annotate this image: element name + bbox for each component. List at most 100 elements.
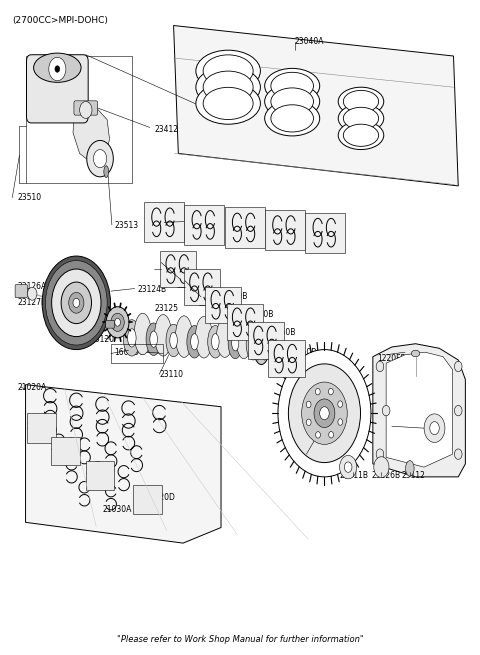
Ellipse shape — [264, 84, 320, 119]
Bar — [25, 56, 132, 183]
Ellipse shape — [338, 121, 384, 149]
Text: 23126A: 23126A — [17, 282, 46, 291]
Circle shape — [115, 318, 120, 326]
FancyBboxPatch shape — [305, 213, 345, 253]
Text: 23410A: 23410A — [207, 103, 236, 113]
Circle shape — [52, 269, 101, 337]
Ellipse shape — [338, 104, 384, 133]
Text: 23513: 23513 — [114, 221, 138, 230]
Ellipse shape — [146, 323, 161, 356]
Circle shape — [55, 66, 60, 72]
Circle shape — [314, 399, 335, 428]
FancyBboxPatch shape — [26, 55, 88, 123]
Circle shape — [301, 382, 347, 444]
Circle shape — [288, 364, 360, 462]
Text: 39190A: 39190A — [306, 449, 336, 458]
Circle shape — [106, 307, 129, 338]
Circle shape — [316, 432, 321, 438]
Text: 1431CA: 1431CA — [86, 320, 116, 329]
FancyBboxPatch shape — [144, 202, 184, 242]
Text: 23060B: 23060B — [188, 274, 217, 284]
Ellipse shape — [264, 68, 320, 103]
Ellipse shape — [128, 329, 136, 347]
Ellipse shape — [34, 53, 81, 83]
Text: 23311B: 23311B — [392, 422, 421, 431]
FancyBboxPatch shape — [133, 485, 162, 514]
Ellipse shape — [228, 328, 242, 359]
Ellipse shape — [123, 320, 140, 356]
Circle shape — [27, 288, 37, 300]
Ellipse shape — [208, 326, 223, 358]
Polygon shape — [174, 26, 458, 186]
Circle shape — [42, 256, 110, 350]
Text: 23127B: 23127B — [17, 298, 46, 307]
Ellipse shape — [203, 71, 253, 103]
Text: 23060B: 23060B — [266, 328, 296, 337]
Text: 23124B: 23124B — [138, 286, 167, 294]
FancyBboxPatch shape — [248, 322, 284, 359]
FancyBboxPatch shape — [106, 320, 114, 328]
FancyBboxPatch shape — [51, 437, 80, 465]
Ellipse shape — [343, 124, 379, 146]
FancyBboxPatch shape — [160, 251, 196, 288]
Polygon shape — [73, 107, 109, 164]
Ellipse shape — [271, 72, 313, 100]
Text: 1601DG: 1601DG — [114, 348, 145, 357]
Ellipse shape — [104, 166, 108, 178]
Text: 21020D: 21020D — [145, 493, 175, 502]
Text: 23211B: 23211B — [340, 471, 369, 480]
Circle shape — [455, 362, 462, 371]
Ellipse shape — [253, 327, 270, 365]
Circle shape — [455, 449, 462, 459]
Ellipse shape — [338, 87, 384, 116]
Circle shape — [376, 362, 384, 371]
Circle shape — [328, 388, 333, 395]
FancyBboxPatch shape — [15, 285, 27, 297]
Circle shape — [424, 414, 445, 442]
Text: 23226B: 23226B — [372, 471, 401, 480]
Ellipse shape — [264, 101, 320, 136]
FancyBboxPatch shape — [205, 287, 241, 323]
Circle shape — [263, 356, 266, 360]
Text: 21020D: 21020D — [86, 467, 116, 476]
Ellipse shape — [216, 318, 233, 358]
FancyBboxPatch shape — [126, 331, 261, 352]
Text: "Please refer to Work Shop Manual for further information": "Please refer to Work Shop Manual for fu… — [117, 635, 363, 645]
Circle shape — [111, 313, 124, 331]
Ellipse shape — [203, 87, 253, 120]
Ellipse shape — [191, 333, 198, 350]
Circle shape — [344, 462, 352, 472]
Text: 21020D: 21020D — [26, 422, 56, 431]
FancyBboxPatch shape — [184, 205, 224, 245]
Circle shape — [278, 350, 371, 477]
Ellipse shape — [411, 350, 420, 357]
Circle shape — [338, 401, 343, 407]
Text: 23060B: 23060B — [288, 348, 317, 357]
Circle shape — [49, 58, 66, 81]
Circle shape — [315, 388, 320, 395]
Circle shape — [374, 457, 389, 477]
Text: (2700CC>MPI-DOHC): (2700CC>MPI-DOHC) — [12, 16, 108, 25]
FancyBboxPatch shape — [184, 269, 220, 305]
Ellipse shape — [271, 105, 313, 132]
Polygon shape — [373, 344, 466, 477]
Circle shape — [376, 449, 384, 459]
Circle shape — [253, 344, 256, 348]
Circle shape — [430, 422, 439, 435]
Text: 1220FR: 1220FR — [378, 354, 407, 363]
Ellipse shape — [212, 333, 219, 350]
Circle shape — [266, 344, 269, 348]
Circle shape — [455, 405, 462, 416]
Ellipse shape — [203, 55, 253, 87]
FancyBboxPatch shape — [225, 208, 264, 248]
Text: 23112: 23112 — [401, 471, 425, 480]
Ellipse shape — [196, 50, 261, 92]
Ellipse shape — [150, 331, 157, 347]
Text: 23060A: 23060A — [188, 219, 217, 228]
Ellipse shape — [170, 332, 178, 348]
Text: 23060B: 23060B — [245, 310, 274, 319]
Ellipse shape — [166, 324, 181, 357]
Ellipse shape — [187, 326, 202, 358]
Circle shape — [80, 102, 92, 119]
FancyBboxPatch shape — [27, 413, 56, 443]
